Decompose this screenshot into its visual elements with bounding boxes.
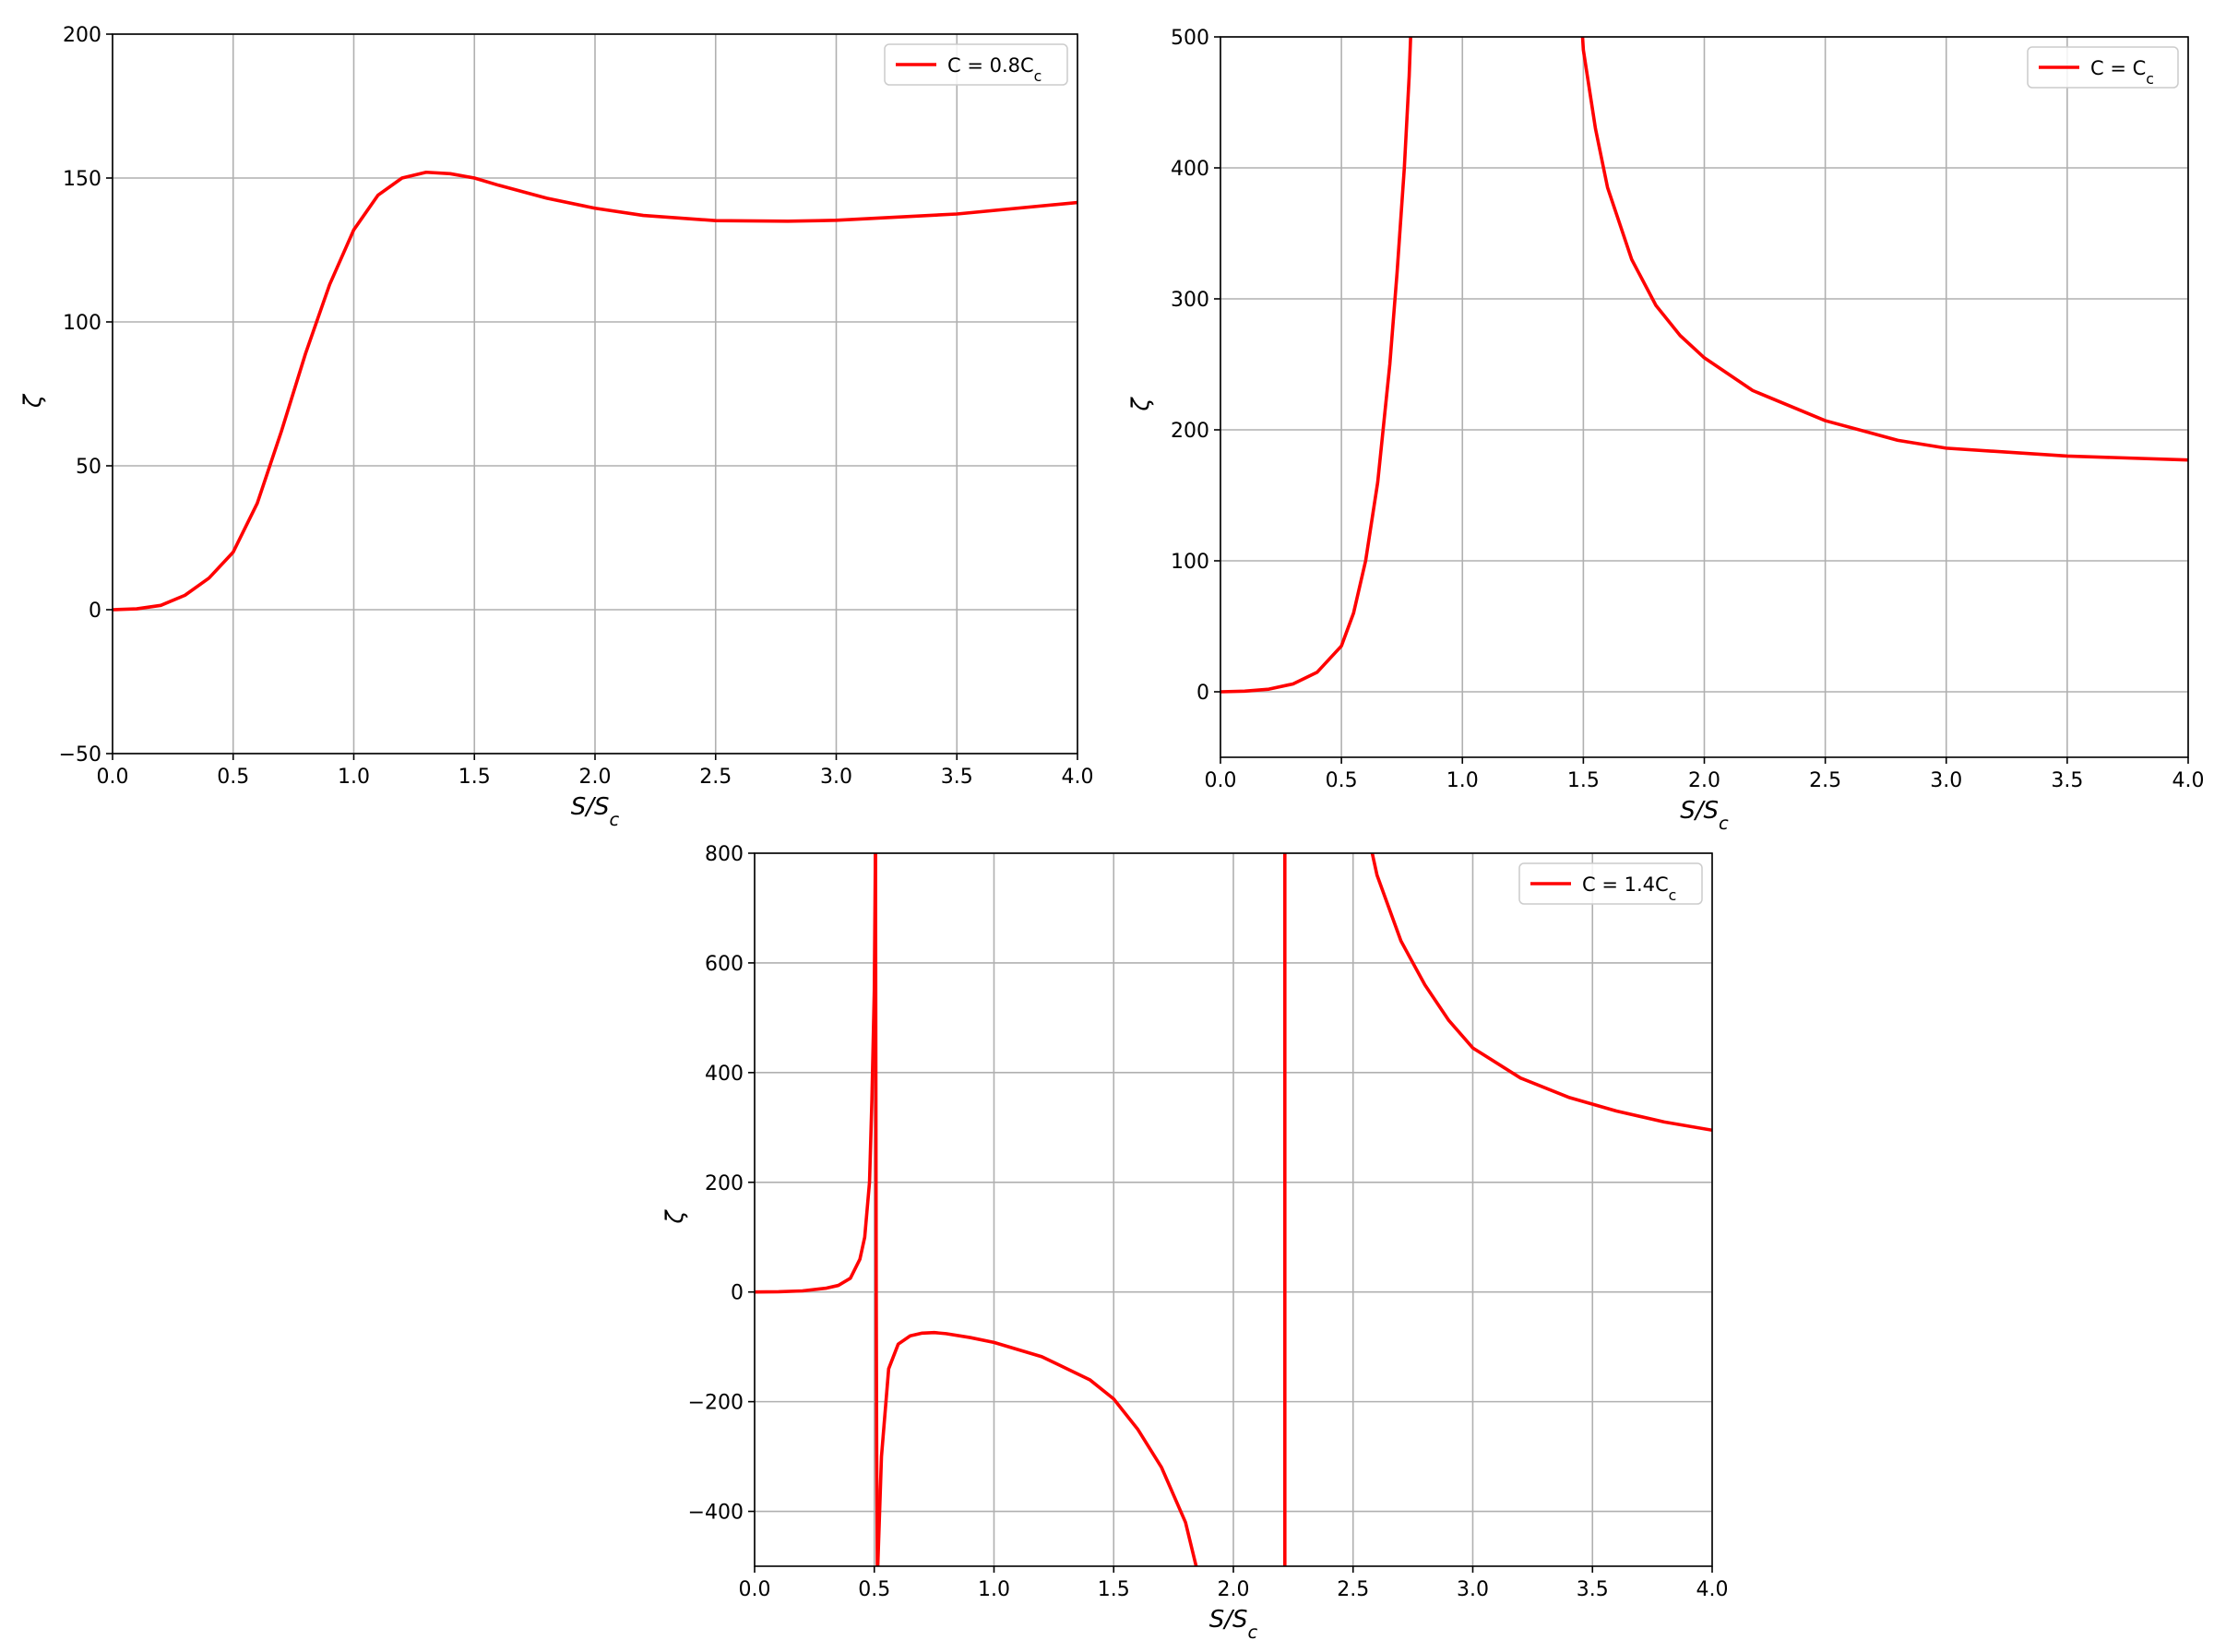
legend: C = 0.8Cc [884, 43, 1068, 86]
x-tick-label: 4.0 [1062, 766, 1094, 789]
series-line [875, 1330, 1198, 1566]
y-tick-label: 800 [705, 843, 744, 866]
plot-frame [1220, 36, 2189, 758]
x-tick-label: 2.0 [579, 766, 612, 789]
y-tick-label: 200 [63, 24, 101, 47]
y-tick-label: 100 [63, 312, 101, 335]
series-line [1220, 37, 1412, 694]
x-tick-label: 0.5 [858, 1578, 890, 1601]
plot-frame [112, 33, 1078, 755]
series-line [113, 170, 1077, 612]
x-tick-label: 0.5 [1326, 769, 1358, 792]
legend-box [1518, 862, 1703, 905]
legend-box [2027, 46, 2179, 89]
legend-label: C = 0.8Cc [947, 54, 1042, 85]
x-tick-label: 1.0 [978, 1578, 1010, 1601]
series-line [1580, 37, 2188, 462]
x-tick-label: 2.0 [1688, 769, 1720, 792]
y-tick-label: 200 [705, 1172, 744, 1195]
y-tick-label: 500 [1171, 27, 1209, 50]
legend-label: C = 1.4Cc [1582, 874, 1676, 904]
y-tick-label: 200 [1171, 420, 1209, 443]
x-axis-label: S/Sc [1209, 1606, 1258, 1643]
x-tick-label: 4.0 [1696, 1578, 1729, 1601]
series-line [1370, 853, 1712, 1133]
x-tick-label: 1.0 [338, 766, 370, 789]
x-tick-label: 1.5 [1098, 1578, 1130, 1601]
y-tick-label: −400 [688, 1502, 744, 1525]
y-tick-label: 100 [1171, 551, 1209, 574]
x-axis-label: S/Sc [1680, 797, 1729, 834]
chart-panel-top-left: 0.0 0.5 1.0 1.5 2.0 2.5 3.0 3.5 4.0 −50 0 50 100 150 2… [19, 24, 1094, 830]
x-tick-label: 1.0 [1446, 769, 1479, 792]
x-tick-label: 3.5 [941, 766, 973, 789]
x-tick-label: 2.5 [1337, 1578, 1369, 1601]
x-tick-label: 0.5 [217, 766, 249, 789]
x-tick-label: 2.5 [1809, 769, 1841, 792]
y-tick-label: −50 [59, 743, 101, 767]
y-tick-label: 400 [1171, 158, 1209, 181]
x-tick-label: 3.0 [820, 766, 852, 789]
y-tick-label: 0 [1196, 682, 1209, 705]
y-tick-label: 0 [89, 600, 101, 623]
y-tick-label: 150 [63, 168, 101, 191]
x-tick-label: 4.0 [2172, 769, 2205, 792]
y-tick-label: 0 [731, 1282, 744, 1305]
x-tick-label: 3.5 [1577, 1578, 1609, 1601]
y-tick-label: 400 [705, 1063, 744, 1086]
plot-frame [754, 852, 1713, 1567]
legend-box [884, 43, 1068, 86]
chart-panel-top-right: 0.0 0.5 1.0 1.5 2.0 2.5 3.0 3.5 4.0 0 100 200 300 400… [1127, 27, 2205, 834]
x-tick-label: 3.0 [1457, 1578, 1489, 1601]
x-tick-label: 2.5 [699, 766, 732, 789]
x-tick-label: 1.5 [458, 766, 491, 789]
x-tick-label: 0.0 [739, 1578, 771, 1601]
x-tick-label: 3.0 [1930, 769, 1962, 792]
chart-panel-bottom: 0.0 0.5 1.0 1.5 2.0 2.5 3.0 3.5 4.0 −400 −200 0 200 4… [661, 843, 1729, 1643]
series-line [755, 853, 877, 1294]
x-tick-label: 1.5 [1567, 769, 1600, 792]
y-tick-label: −200 [688, 1392, 744, 1415]
series-line [874, 853, 879, 1566]
x-tick-label: 0.0 [97, 766, 129, 789]
legend: C = Cc [2027, 46, 2179, 89]
y-axis-label: ζ [19, 393, 47, 409]
legend: C = 1.4Cc [1518, 862, 1703, 905]
x-tick-label: 3.5 [2051, 769, 2083, 792]
y-tick-label: 600 [705, 953, 744, 976]
y-tick-label: 50 [76, 456, 101, 479]
x-tick-label: 0.0 [1205, 769, 1237, 792]
legend-label: C = Cc [2090, 57, 2154, 88]
x-axis-label: S/Sc [571, 793, 620, 830]
y-axis-label: ζ [1127, 397, 1155, 412]
y-tick-label: 300 [1171, 289, 1209, 312]
x-tick-label: 2.0 [1218, 1578, 1250, 1601]
y-axis-label: ζ [661, 1209, 689, 1225]
